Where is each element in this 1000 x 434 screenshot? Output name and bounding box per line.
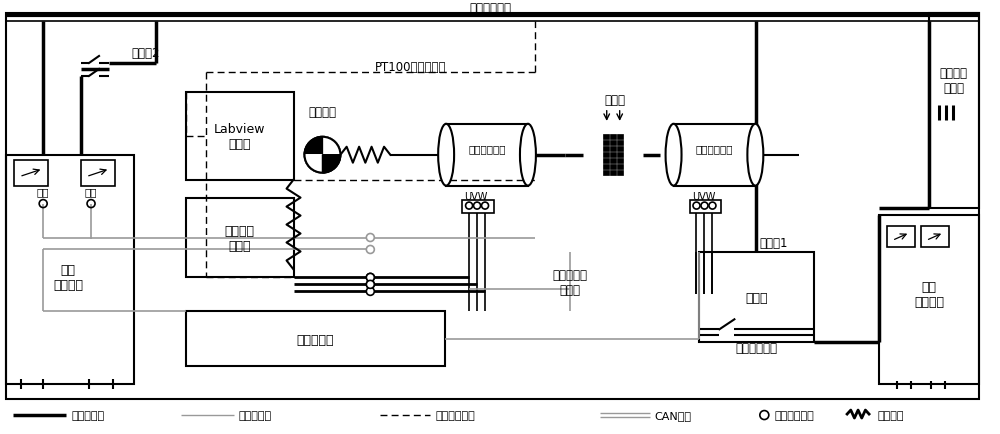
Bar <box>610 141 616 145</box>
Bar <box>610 152 616 158</box>
Circle shape <box>760 411 769 420</box>
Ellipse shape <box>520 125 536 186</box>
Bar <box>603 135 609 139</box>
Bar <box>929 14 979 208</box>
Text: UVW: UVW <box>692 191 715 201</box>
Text: 冷却水路: 冷却水路 <box>877 410 904 420</box>
Text: 功率分析仪: 功率分析仪 <box>297 333 334 346</box>
Text: 继电器2: 继电器2 <box>131 47 159 60</box>
Circle shape <box>366 246 374 254</box>
Bar <box>603 170 609 175</box>
Bar <box>14 160 48 186</box>
Text: 继电器1: 继电器1 <box>759 237 788 250</box>
Bar <box>446 125 528 186</box>
Bar <box>617 141 623 145</box>
Text: 变频器: 变频器 <box>745 291 768 304</box>
Text: 稳压
直流电源: 稳压 直流电源 <box>53 264 83 292</box>
Bar <box>462 200 494 213</box>
Text: 测量信号线: 测量信号线 <box>239 410 272 420</box>
Bar <box>921 226 949 248</box>
Text: 双向
直流电源: 双向 直流电源 <box>914 281 944 309</box>
Text: 高压电源线: 高压电源线 <box>71 410 104 420</box>
Bar <box>617 164 623 169</box>
Bar <box>690 200 721 213</box>
Text: 传感器接入点: 传感器接入点 <box>774 410 814 420</box>
Circle shape <box>366 274 374 282</box>
Polygon shape <box>322 155 340 173</box>
Circle shape <box>366 281 374 289</box>
Bar <box>887 226 915 248</box>
Bar <box>610 170 616 175</box>
Bar <box>603 152 609 158</box>
Bar <box>617 158 623 163</box>
Text: 以太网通信线: 以太网通信线 <box>435 410 475 420</box>
Polygon shape <box>322 138 340 155</box>
Bar <box>603 141 609 145</box>
Circle shape <box>305 138 340 173</box>
Text: 被测汽车电机: 被测汽车电机 <box>468 143 506 153</box>
Text: 负极: 负极 <box>85 187 97 197</box>
Bar <box>81 160 115 186</box>
Circle shape <box>366 288 374 296</box>
Ellipse shape <box>438 125 454 186</box>
Ellipse shape <box>666 125 682 186</box>
Bar <box>610 146 616 151</box>
Text: Labview
上位机: Labview 上位机 <box>214 122 265 151</box>
Bar <box>603 164 609 169</box>
Text: 直流母线电源: 直流母线电源 <box>469 2 511 15</box>
Bar <box>617 146 623 151</box>
Bar <box>879 215 979 384</box>
Bar <box>603 158 609 163</box>
Text: 负载变频电机: 负载变频电机 <box>696 143 733 153</box>
Bar <box>610 135 616 139</box>
Bar <box>617 152 623 158</box>
Text: CAN总线: CAN总线 <box>655 410 692 420</box>
Circle shape <box>366 281 374 289</box>
Bar <box>617 170 623 175</box>
Text: PT100温度测量仪: PT100温度测量仪 <box>374 61 446 74</box>
Bar <box>610 164 616 169</box>
Bar <box>617 135 623 139</box>
Bar <box>610 158 616 163</box>
Text: 直流母线电源: 直流母线电源 <box>735 341 777 354</box>
Text: 三相交流
电输入: 三相交流 电输入 <box>940 67 968 95</box>
Text: 转速、转矩
传感器: 转速、转矩 传感器 <box>552 269 587 297</box>
Bar <box>186 93 294 180</box>
Bar <box>674 125 755 186</box>
Ellipse shape <box>747 125 763 186</box>
Bar <box>186 312 445 366</box>
Text: UVW: UVW <box>464 191 488 201</box>
Text: 水冷系统: 水冷系统 <box>308 106 336 119</box>
Bar <box>603 146 609 151</box>
Bar <box>6 155 134 384</box>
Bar <box>186 198 294 278</box>
Text: 联轴器: 联轴器 <box>604 94 625 107</box>
Bar <box>699 253 814 342</box>
Bar <box>6 14 979 399</box>
Text: 被测电机
控制器: 被测电机 控制器 <box>225 224 255 252</box>
Text: 正极: 正极 <box>37 187 49 197</box>
Polygon shape <box>305 138 322 155</box>
Circle shape <box>366 234 374 242</box>
Polygon shape <box>305 155 322 173</box>
Circle shape <box>366 274 374 282</box>
